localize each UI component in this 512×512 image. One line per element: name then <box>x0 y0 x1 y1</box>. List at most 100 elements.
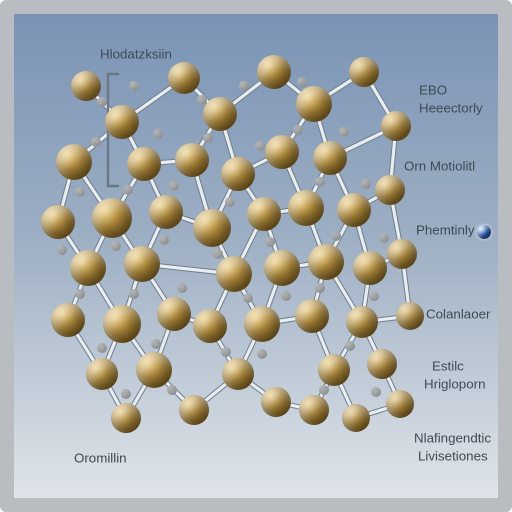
atom-small <box>255 141 265 151</box>
atom-large <box>179 395 209 425</box>
atom-small <box>369 291 379 301</box>
atom-small <box>225 197 235 207</box>
atom-small <box>371 387 381 397</box>
annotation-label: Estilc <box>432 359 498 374</box>
atom-small <box>297 77 307 87</box>
atom-small <box>203 133 213 143</box>
annotation-label: Hrigloporn <box>424 377 498 392</box>
atom-small <box>169 181 179 191</box>
annotation-label: Hlodatzksiin <box>100 47 172 62</box>
atom-large <box>396 302 424 330</box>
atom-large <box>261 387 291 417</box>
atom-small <box>153 129 163 139</box>
atom-large <box>124 246 160 282</box>
atom-large <box>346 306 378 338</box>
atom-large <box>149 195 183 229</box>
atom-large <box>264 250 300 286</box>
atom-large <box>349 57 379 87</box>
atom-small <box>129 289 139 299</box>
atom-large <box>257 55 291 89</box>
atom-large <box>295 299 329 333</box>
atom-large <box>381 111 411 141</box>
atom-large <box>216 256 252 292</box>
atom-small <box>97 97 107 107</box>
atom-small <box>91 137 101 147</box>
atom-large <box>244 306 280 342</box>
atom-large <box>375 175 405 205</box>
atom-small <box>97 343 107 353</box>
atom-large <box>157 297 191 331</box>
atom-small <box>339 127 349 137</box>
atom-large <box>136 352 172 388</box>
atom-small <box>265 237 275 247</box>
atom-large <box>86 358 118 390</box>
annotation-label: Colanlaoer <box>426 307 498 322</box>
atom-small <box>221 347 231 357</box>
atom-large <box>103 305 141 343</box>
annotation-label: Orn Motiolitl <box>404 159 498 174</box>
atom-large <box>288 190 324 226</box>
atom-small <box>331 231 341 241</box>
atom-small <box>123 185 133 195</box>
atom-small <box>293 125 303 135</box>
annotation-label: Livisetiones <box>418 449 498 464</box>
atom-small <box>121 389 131 399</box>
atom-large <box>127 147 161 181</box>
atom-large <box>92 198 132 238</box>
atom-large <box>318 354 350 386</box>
atom-large <box>386 390 414 418</box>
atom-large <box>342 404 370 432</box>
atom-small <box>57 245 67 255</box>
atom-small <box>129 81 139 91</box>
atom-small <box>111 241 121 251</box>
atom-small <box>361 179 371 189</box>
atom-small <box>281 291 291 301</box>
annotation-label: Nlafingendtic <box>414 431 498 446</box>
atom-large <box>367 349 397 379</box>
atom-large <box>203 97 237 131</box>
atom-small <box>345 341 355 351</box>
annotation-label: Heeectorly <box>419 101 498 116</box>
atom-large <box>71 71 101 101</box>
diagram-frame: EBO Heeectorly Orn Motiolitl Phemtinly Colan… <box>0 0 512 512</box>
atom-large <box>221 157 255 191</box>
atom-large <box>313 141 347 175</box>
annotation-label: Phemtinly <box>416 223 498 238</box>
atom-large <box>193 309 227 343</box>
atom-small <box>243 293 253 303</box>
atom-large <box>70 250 106 286</box>
atom-large <box>51 303 85 337</box>
atom-large <box>193 209 231 247</box>
atom-small <box>315 283 325 293</box>
atom-small <box>315 177 325 187</box>
atom-small <box>213 249 223 259</box>
atom-large <box>308 244 344 280</box>
atom-large <box>247 197 281 231</box>
atom-small <box>319 385 329 395</box>
atom-small <box>239 81 249 91</box>
atom-large <box>265 135 299 169</box>
atom-large <box>222 358 254 390</box>
annotation-label: EBO <box>419 83 498 98</box>
atom-large <box>105 105 139 139</box>
annotation-label: Oromillin <box>74 451 127 466</box>
atom-large <box>41 205 75 239</box>
atom-small <box>151 339 161 349</box>
atom-large <box>168 62 200 94</box>
atom-large <box>299 395 329 425</box>
atom-small <box>159 235 169 245</box>
atom-large <box>337 193 371 227</box>
atom-small <box>75 187 85 197</box>
atom-small <box>257 349 267 359</box>
atom-large <box>175 143 209 177</box>
atom-large <box>111 403 141 433</box>
atom-large <box>387 239 417 269</box>
atom-large <box>56 144 92 180</box>
atom-small <box>379 233 389 243</box>
atom-small <box>177 283 187 293</box>
atom-small <box>75 289 85 299</box>
atom-large <box>353 251 387 285</box>
molecule-stage: EBO Heeectorly Orn Motiolitl Phemtinly Colan… <box>14 14 498 498</box>
atom-large <box>296 86 332 122</box>
atom-small <box>167 385 177 395</box>
